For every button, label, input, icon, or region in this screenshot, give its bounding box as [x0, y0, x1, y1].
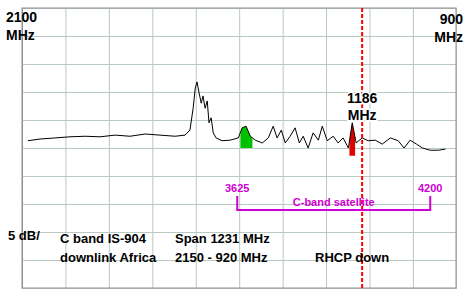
- x-axis: [23, 8, 457, 289]
- y-tick: [22, 204, 456, 205]
- annotation: downlink Africa: [60, 250, 157, 265]
- annotation: RHCP down: [315, 250, 389, 265]
- y-grid-line: [22, 120, 456, 121]
- y-tick: [22, 64, 456, 65]
- y-grid-line: [22, 148, 456, 149]
- highlight-fill: [240, 82, 252, 150]
- chart: 1186MHz2100MHz900MHz5 dB/C band IS-904do…: [0, 0, 471, 292]
- y-tick: [22, 120, 456, 121]
- annotation: 2100: [6, 9, 37, 25]
- highlight-group: [349, 82, 355, 156]
- y-grid-line: [22, 36, 456, 37]
- texts: 1186MHz2100MHz900MHz5 dB/C band IS-904do…: [6, 9, 463, 265]
- band-end-tick: [429, 196, 431, 211]
- band-bracket: 3625 4200 C-band satellite: [225, 182, 442, 211]
- band-line: [237, 209, 430, 211]
- trace-line: [28, 82, 445, 150]
- y-tick: [22, 176, 456, 177]
- band-edge-label: 4200: [418, 182, 442, 194]
- y-grid-line: [22, 204, 456, 205]
- y-tick: [22, 92, 456, 93]
- band-edge-label: 3625: [225, 182, 249, 194]
- band-end-tick: [236, 196, 238, 211]
- marker-label: 1186: [347, 90, 378, 106]
- annotation: 5 dB/: [8, 228, 40, 243]
- marker-line: [361, 8, 363, 288]
- plot-area: [28, 8, 445, 288]
- annotation: Span 1231 MHz: [175, 231, 270, 246]
- plot-background: [22, 8, 456, 288]
- y-grid-line: [22, 176, 456, 177]
- plot-frame: [22, 8, 456, 288]
- annotation: MHz: [6, 27, 35, 43]
- band-label: C-band satellite: [293, 196, 375, 208]
- y-tick: [22, 36, 456, 37]
- annotation: 900: [440, 11, 464, 27]
- y-axis: [22, 9, 456, 289]
- highlight-group: [240, 82, 252, 150]
- annotation: C band IS-904: [60, 231, 147, 246]
- highlight-fill: [349, 82, 355, 156]
- annotation: MHz: [434, 29, 463, 45]
- marker-label: MHz: [348, 107, 377, 123]
- annotation: 2150 - 920 MHz: [175, 250, 268, 265]
- y-grid-line: [22, 64, 456, 65]
- y-tick: [22, 148, 456, 149]
- y-grid-line: [22, 92, 456, 93]
